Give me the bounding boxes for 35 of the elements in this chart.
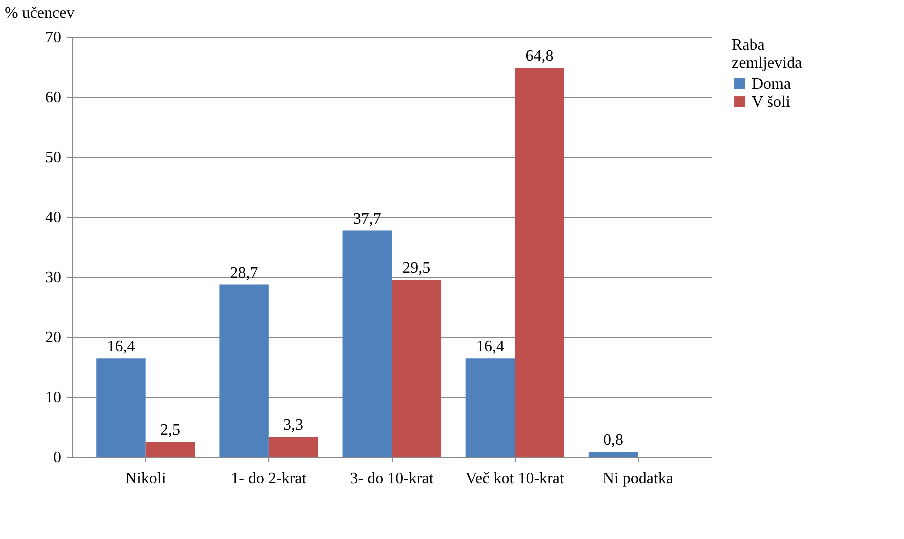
bar	[515, 68, 564, 457]
x-tick-label: Več kot 10-krat	[466, 470, 565, 488]
data-label: 29,5	[402, 260, 431, 277]
data-label: 0,8	[604, 432, 624, 450]
y-tick-label: 20	[46, 330, 62, 346]
x-tick-label: Nikoli	[125, 470, 167, 488]
bar	[588, 452, 638, 457]
x-tick-label: 1- do 2-krat	[231, 470, 308, 488]
x-tick-label: Ni podatka	[602, 470, 674, 488]
y-tick-label: 60	[46, 90, 62, 106]
data-label: 16,4	[476, 338, 504, 356]
data-label: 64,8	[526, 48, 554, 66]
bar	[342, 230, 392, 457]
y-tick-label: 0	[54, 450, 62, 466]
y-axis-title: % učencev	[5, 5, 75, 22]
bar	[220, 284, 269, 457]
legend-title: Raba zemljevida	[732, 37, 802, 72]
legend-label: Doma	[752, 76, 792, 93]
bar	[392, 280, 442, 457]
data-label: 28,7	[230, 264, 258, 282]
y-tick-label: 50	[46, 150, 62, 166]
data-label: 16,4	[107, 338, 136, 356]
data-label: 37,7	[353, 210, 382, 228]
y-tick-label: 30	[46, 270, 62, 286]
y-tick-label: 40	[46, 210, 62, 226]
bar	[466, 358, 516, 457]
x-tick-label: 3- do 10-krat	[350, 470, 434, 488]
data-label: 3,3	[284, 417, 304, 434]
data-label: 2,5	[160, 422, 180, 439]
bar	[268, 437, 318, 457]
bar	[146, 442, 196, 457]
legend-label: V šoli	[752, 94, 791, 111]
y-tick-label: 10	[46, 390, 62, 406]
bar	[96, 358, 146, 457]
y-tick-label: 70	[46, 30, 62, 46]
